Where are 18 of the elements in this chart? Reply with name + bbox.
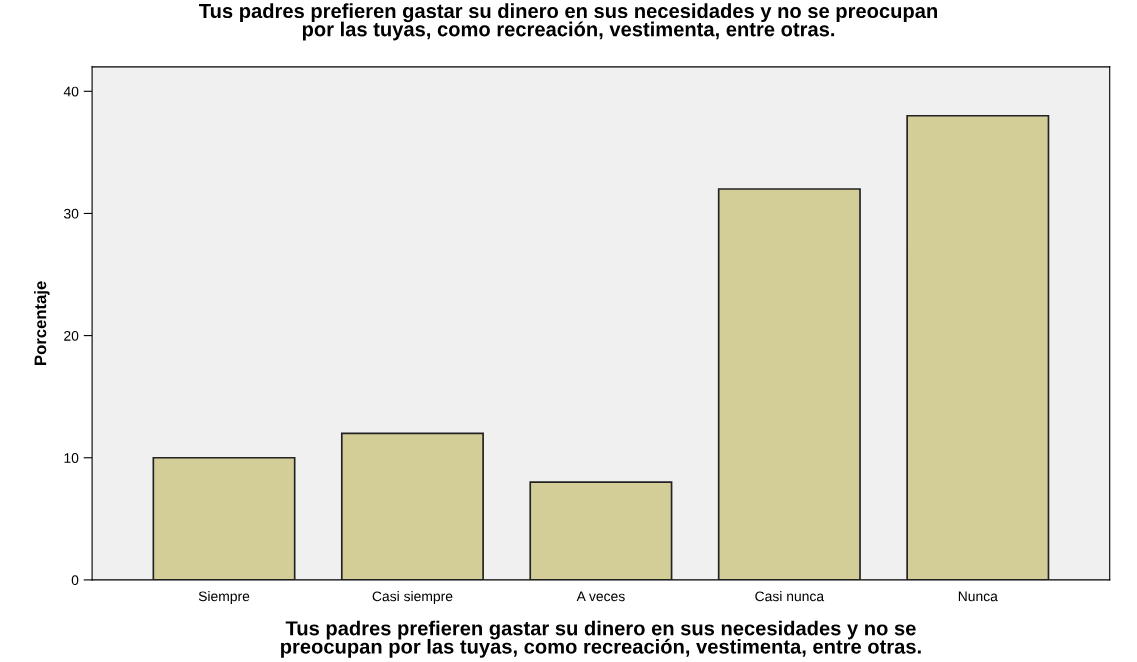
chart-title: Tus padres prefieren gastar su dinero en sus necesidades y no se preocupan por las tuyas, como recreación, vestimenta, entre otras. — [199, 3, 937, 41]
y-tick-label: 20 — [64, 330, 79, 341]
x-tick-label: Siempre — [198, 591, 250, 604]
y-tick-label: 30 — [63, 208, 79, 219]
bar — [717, 188, 861, 580]
bar — [152, 456, 296, 580]
x-tick-label: Casi nunca — [755, 591, 825, 602]
x-tick-label: Casi siempre — [372, 591, 453, 604]
y-axis-title: Porcentaje — [34, 281, 50, 365]
x-axis-title: Tus padres prefieren gastar su dinero en sus necesidades y no se preocupan por las tuyas, como recreación, vestimenta, entre otras. — [281, 620, 921, 658]
x-tick-label: A veces — [576, 591, 625, 602]
y-tick-label: 0 — [71, 575, 79, 586]
bar — [906, 114, 1050, 580]
x-tick-label: Nunca — [958, 591, 998, 602]
bar — [529, 481, 673, 580]
bar — [340, 432, 484, 580]
y-tick-label: 10 — [64, 453, 79, 463]
y-tick-label: 40 — [63, 86, 79, 97]
